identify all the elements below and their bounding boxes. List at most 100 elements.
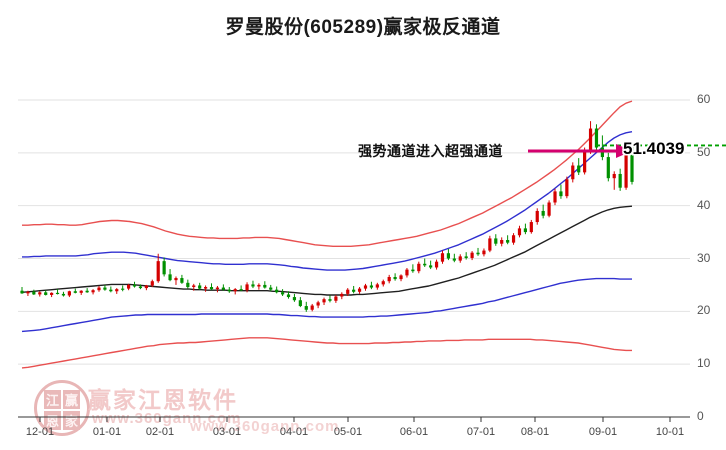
candle-body bbox=[38, 292, 42, 295]
series-upper-outer-band bbox=[22, 100, 633, 248]
candle-body bbox=[375, 284, 379, 288]
candle-body bbox=[91, 290, 95, 293]
candle-body bbox=[464, 256, 468, 258]
candle-body bbox=[594, 128, 599, 148]
candle-body bbox=[357, 288, 362, 292]
candle-body bbox=[553, 191, 557, 203]
candle-body bbox=[346, 289, 350, 294]
candle-body bbox=[476, 252, 480, 255]
y-axis-tick-label: 40 bbox=[697, 197, 711, 212]
candle-body bbox=[186, 282, 190, 288]
y-axis-tick-label: 50 bbox=[697, 144, 711, 159]
candle-body bbox=[50, 292, 54, 295]
page-title: 罗曼股份(605289)赢家极反通道 bbox=[225, 17, 501, 38]
x-axis-group bbox=[18, 416, 690, 422]
series-upper-inner-band bbox=[22, 131, 633, 271]
candle-body bbox=[26, 291, 30, 294]
x-axis-tick-label: 10-01 bbox=[655, 426, 685, 438]
candle-body bbox=[588, 128, 593, 151]
series-lower-inner-band bbox=[21, 277, 632, 333]
series-lower-outer-band bbox=[21, 337, 632, 369]
candle-body bbox=[387, 276, 391, 282]
candle-body bbox=[203, 287, 208, 289]
candle-body bbox=[523, 228, 527, 233]
candle-body bbox=[411, 269, 415, 272]
candle-body bbox=[304, 306, 308, 310]
candle-body bbox=[198, 285, 202, 289]
candle-body bbox=[624, 145, 628, 188]
y-axis-tick-label: 0 bbox=[697, 409, 704, 423]
candle-body bbox=[458, 256, 462, 261]
candle-body bbox=[583, 150, 587, 173]
candle-body bbox=[393, 276, 397, 280]
annotation-label: 强势通道进入超强通道 bbox=[358, 143, 503, 159]
candle-body bbox=[109, 289, 113, 292]
candle-body bbox=[209, 287, 214, 290]
candle-body bbox=[32, 291, 36, 295]
candle-body bbox=[452, 258, 456, 261]
candle-body bbox=[434, 261, 439, 268]
candle-body bbox=[630, 145, 634, 182]
candle-body bbox=[292, 297, 297, 301]
candle-body bbox=[97, 287, 101, 291]
candle-body bbox=[529, 222, 533, 233]
y-axis-tick-label: 10 bbox=[697, 356, 711, 371]
candle-body bbox=[192, 285, 196, 288]
x-axis-tick-label: 02-01 bbox=[145, 426, 175, 438]
y-axis-tick-label: 30 bbox=[697, 250, 711, 265]
y-axis-tick-label: 60 bbox=[697, 92, 711, 106]
candle-body bbox=[144, 285, 148, 289]
channel-bands-group bbox=[21, 100, 633, 369]
candle-body bbox=[121, 288, 125, 290]
candle-body bbox=[73, 291, 77, 293]
candle-body bbox=[221, 287, 225, 290]
candle-body bbox=[494, 238, 498, 244]
candle-body bbox=[405, 269, 409, 276]
candle-body bbox=[44, 292, 48, 295]
candle-body bbox=[150, 281, 154, 286]
candle-body bbox=[132, 284, 137, 287]
candle-body bbox=[352, 289, 356, 292]
candle-body bbox=[488, 238, 492, 251]
x-axis-tick-label: 08-01 bbox=[520, 426, 550, 438]
candle-body bbox=[571, 165, 575, 180]
x-axis-tick-label: 03-01 bbox=[212, 426, 242, 438]
candle-body bbox=[168, 274, 172, 281]
candle-body bbox=[565, 179, 569, 197]
candle-body bbox=[280, 292, 285, 295]
candle-body bbox=[257, 284, 261, 287]
candle-body bbox=[162, 261, 166, 275]
candle-body bbox=[369, 285, 374, 288]
candle-body bbox=[547, 202, 551, 216]
candle-body bbox=[618, 173, 622, 188]
candle-body bbox=[310, 305, 314, 310]
candle-body bbox=[156, 261, 160, 282]
candle-body bbox=[263, 284, 267, 288]
candle-body bbox=[85, 290, 89, 293]
candle-body bbox=[20, 290, 24, 294]
candle-body bbox=[227, 289, 231, 292]
candle-body bbox=[535, 210, 539, 223]
annotation-arrow-group bbox=[528, 144, 632, 158]
candle-body bbox=[67, 291, 71, 296]
candle-body bbox=[511, 235, 516, 243]
candle-body bbox=[446, 253, 451, 259]
candle-body bbox=[399, 275, 403, 280]
candle-body bbox=[429, 265, 433, 268]
candle-body bbox=[541, 210, 545, 216]
x-axis-tick-label: 06-01 bbox=[399, 426, 429, 438]
series-midline bbox=[21, 205, 633, 296]
candle-body bbox=[316, 302, 320, 306]
candle-body bbox=[606, 157, 610, 179]
y-axis-tick-label: 20 bbox=[697, 303, 711, 318]
x-axis-tick-label: 12-01 bbox=[25, 426, 55, 438]
annotation-arrowhead bbox=[616, 144, 632, 158]
candle-body bbox=[251, 284, 255, 287]
price-label: 51.4039 bbox=[623, 139, 685, 158]
candle-body bbox=[55, 292, 60, 295]
candle-body bbox=[245, 284, 249, 291]
candle-body bbox=[517, 228, 522, 236]
candle-body bbox=[233, 289, 237, 292]
